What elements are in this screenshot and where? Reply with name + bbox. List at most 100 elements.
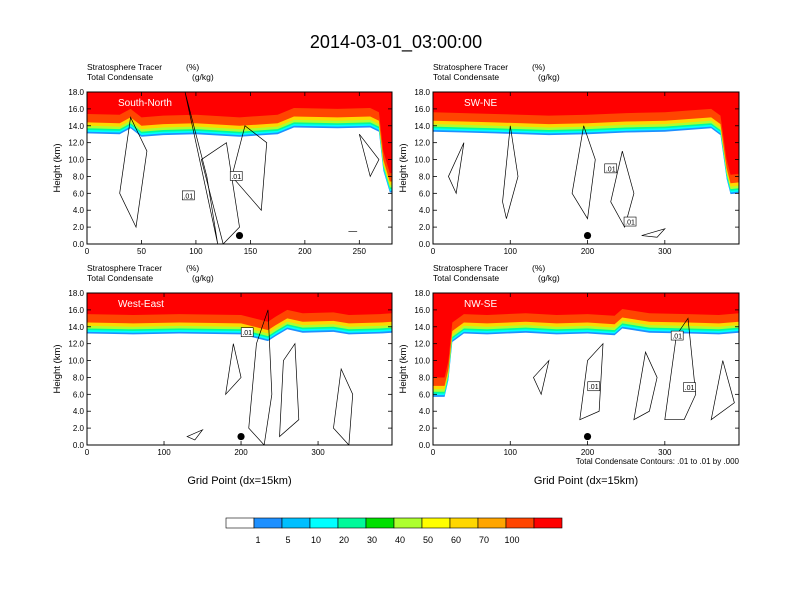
xtick-label-3: 300 [658, 247, 672, 256]
contour-line-3 [633, 350, 658, 421]
station-marker [235, 231, 244, 240]
subtitle-0: Stratosphere Tracer [87, 62, 162, 72]
tracer-band-1 [433, 92, 739, 184]
contour-line-3 [186, 428, 204, 441]
contour-label-box-2 [683, 382, 696, 392]
ytick-label-8: 16.0 [414, 105, 430, 114]
y-axis-label: Height (km) [52, 143, 63, 192]
ytick-label-1: 2.0 [419, 424, 431, 433]
ytick-label-1: 2.0 [419, 223, 431, 232]
contour-label-box-0 [604, 163, 618, 174]
xtick-label-2: 200 [234, 448, 248, 457]
contour-line-1 [200, 142, 240, 244]
ytick-label-0: 0.0 [73, 240, 85, 249]
colorbar: 1 5 10 20 30 40 50 60 70 100 [225, 517, 563, 545]
xtick-label-1: 100 [504, 247, 518, 256]
panel-3: .01 West-East Stratosphere Tracer (%) Total … [52, 263, 393, 487]
contour-line-2 [231, 125, 268, 212]
tracer-band-0 [433, 92, 739, 175]
colorbar-swatch-1 [253, 517, 283, 529]
ytick-label-4: 8.0 [73, 373, 85, 382]
xtick-label-0: 0 [431, 448, 436, 457]
colorbar-swatch-5 [365, 517, 395, 529]
tracer-field [433, 293, 739, 397]
xtick-label-4: 200 [298, 247, 312, 256]
contour-label-box-1 [670, 330, 684, 341]
ytick-label-6: 12.0 [68, 340, 84, 349]
contour-label-box-0 [182, 190, 195, 201]
subtitle-units-1: (g/kg) [538, 273, 560, 283]
contour-line-1 [664, 317, 697, 421]
contour-label-0: .01 [606, 166, 616, 173]
condensate-contours [533, 317, 735, 421]
tracer-band-0 [87, 92, 392, 174]
contour-line-2 [610, 151, 635, 229]
ytick-label-3: 6.0 [73, 390, 85, 399]
colorbar-swatch-3 [309, 517, 339, 529]
contour-line-1 [279, 342, 300, 438]
condensate-contours [119, 92, 380, 244]
y-axis-label: Height (km) [52, 344, 63, 393]
colorbar-label-2: 10 [311, 535, 321, 545]
contour-line-4 [225, 343, 242, 396]
colorbar-swatch-11 [533, 517, 563, 529]
xtick-label-2: 200 [581, 247, 595, 256]
panel-1: .01 .01 South-North Stratosphere Tracer (%) T… [52, 62, 393, 256]
subtitle-units-1: (g/kg) [538, 72, 560, 82]
y-axis-label: Height (km) [398, 344, 409, 393]
ytick-label-3: 6.0 [73, 189, 85, 198]
xtick-label-2: 100 [189, 247, 203, 256]
contour-line-4 [448, 142, 465, 195]
ytick-label-6: 12.0 [68, 139, 84, 148]
ytick-label-0: 0.0 [419, 240, 431, 249]
tracer-band-1 [433, 293, 739, 386]
colorbar-swatch-6 [393, 517, 423, 529]
contour-line-0 [184, 92, 219, 244]
plot-frame [86, 91, 393, 245]
tracer-field [87, 293, 392, 342]
colorbar-swatch-8 [449, 517, 479, 529]
contour-label-1: .01 [672, 334, 682, 341]
xtick-label-3: 300 [658, 448, 672, 457]
ytick-label-3: 6.0 [419, 189, 431, 198]
ytick-label-5: 10.0 [68, 357, 84, 366]
contour-line-2 [710, 360, 735, 421]
colorbar-label-4: 30 [367, 535, 377, 545]
condensate-contours [186, 309, 354, 445]
colorbar-label-7: 60 [451, 535, 461, 545]
contour-label-box-0 [587, 381, 601, 392]
contour-line-0 [248, 309, 273, 445]
colorbar-swatch-7 [421, 517, 451, 529]
plot-frame [432, 91, 740, 245]
panel-label: NW-SE [464, 299, 497, 310]
contour-label-2: .01 [685, 385, 695, 392]
contour-label-box-0 [240, 327, 254, 337]
xtick-label-1: 100 [504, 448, 518, 457]
colorbar-label-1: 5 [285, 535, 290, 545]
xtick-label-1: 100 [157, 448, 171, 457]
station-marker [583, 432, 592, 441]
ytick-label-2: 4.0 [419, 407, 431, 416]
xtick-label-0: 0 [85, 448, 90, 457]
ytick-label-5: 10.0 [414, 156, 430, 165]
ytick-label-2: 4.0 [73, 206, 85, 215]
ytick-label-5: 10.0 [68, 156, 84, 165]
tracer-field [87, 92, 392, 193]
panel-label: West-East [118, 299, 164, 310]
ytick-label-1: 2.0 [73, 424, 85, 433]
subtitle-1: Total Condensate [87, 273, 153, 283]
subtitle-1: Total Condensate [433, 273, 499, 283]
contour-label-0: .01 [183, 193, 193, 200]
colorbar-label-8: 70 [479, 535, 489, 545]
subtitle-1: Total Condensate [433, 72, 499, 82]
subtitle-units-0: (%) [532, 62, 545, 72]
subtitle-0: Stratosphere Tracer [433, 263, 508, 273]
contour-info: Total Condensate Contours: .01 to .01 by… [576, 457, 740, 466]
ytick-label-8: 16.0 [414, 306, 430, 315]
figure-title: 2014-03-01_03:00:00 [310, 32, 482, 53]
ytick-label-9: 18.0 [68, 289, 84, 298]
subtitle-units-1: (g/kg) [192, 72, 214, 82]
colorbar-label-0: 1 [255, 535, 260, 545]
contour-line-3 [119, 116, 148, 229]
ytick-label-6: 12.0 [414, 139, 430, 148]
